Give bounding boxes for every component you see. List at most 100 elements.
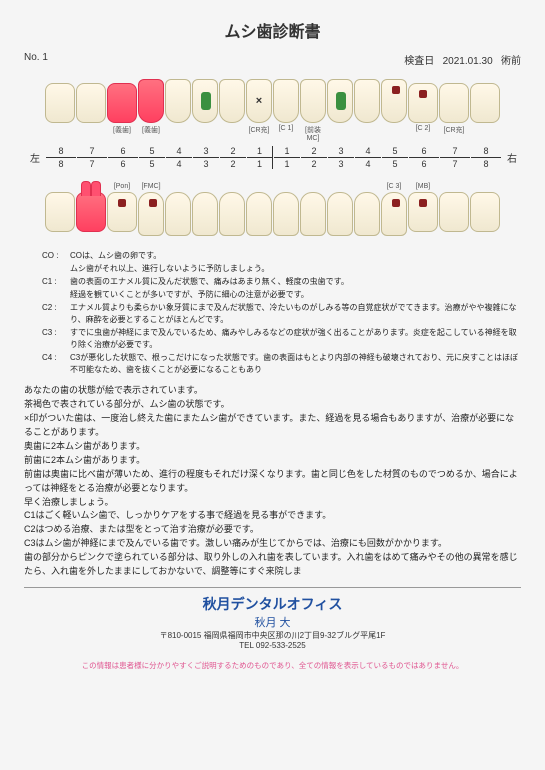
lower-tooth-5: [138, 192, 164, 236]
glossary-key: C1 :: [42, 276, 64, 288]
tooth-chart: × [義歯][義歯][CR充][C 1][前装MC][C 2][CR充] 左 8…: [24, 75, 521, 240]
tooth-numbering: 左 8765432112345678 8765432112345678 右: [24, 146, 521, 169]
body-paragraph: 早く治療しましょう。: [24, 496, 521, 510]
upper-tooth-1: [273, 79, 299, 123]
tooth-annotation: [219, 125, 245, 142]
tooth-annotation: [381, 125, 407, 142]
tooth-annotation: [219, 183, 245, 190]
lower-tooth-8: [45, 192, 75, 232]
lower-tooth-4: [354, 192, 380, 236]
lower-tooth-3: [327, 192, 353, 236]
glossary-row: C4 :C3が悪化した状態で、根っこだけになった状態です。歯の表面はもとより内部…: [42, 352, 521, 376]
tooth-number: 1: [247, 146, 273, 158]
tooth-annotation: [義歯]: [138, 125, 164, 142]
tooth-number: 8: [471, 158, 501, 169]
glossary-text: ムシ歯がそれ以上、進行しないように予防しましょう。: [70, 263, 521, 275]
tooth-number: 2: [220, 158, 246, 169]
tooth-annotation: [246, 183, 272, 190]
lower-tooth-2: [300, 192, 326, 236]
tooth-annotation: [CR充]: [439, 125, 469, 142]
glossary-text: COは、ムシ歯の卵です。: [70, 250, 521, 262]
tooth-annotation: [192, 125, 218, 142]
tooth-number: 2: [301, 146, 327, 158]
tooth-annotation: [470, 183, 500, 190]
lower-teeth-row: [24, 192, 521, 240]
lower-numbers: 8765432112345678: [46, 158, 501, 169]
no-value: 1: [42, 52, 48, 63]
glossary-text: C3が悪化した状態で、根っこだけになった状態です。歯の表面はもとより内部の神経も…: [70, 352, 521, 376]
glossary-text: 経過を観ていくことが多いですが、予防に細心の注意が必要です。: [70, 289, 521, 301]
stage: 術前: [501, 56, 521, 67]
tooth-number: 4: [355, 146, 381, 158]
upper-tooth-4: [354, 79, 380, 123]
side-left: 左: [24, 150, 46, 165]
body-paragraph: 前歯は奥歯に比べ歯が薄いため、進行の程度もそれだけ深くなります。歯と同じ色をした…: [24, 468, 521, 496]
tooth-number: 1: [247, 158, 273, 169]
glossary-row: C1 : 歯の表面のエナメル質に及んだ状態で、痛みはあまり無く、軽度の虫歯です。: [42, 276, 521, 288]
tooth-annotation: [470, 125, 500, 142]
tooth-number: 5: [139, 158, 165, 169]
upper-tooth-5: [381, 79, 407, 123]
tooth-number: 7: [440, 146, 470, 158]
lower-tooth-3: [192, 192, 218, 236]
tooth-annotation: [354, 183, 380, 190]
glossary-key: [42, 289, 64, 301]
tooth-number: 3: [193, 146, 219, 158]
upper-tooth-6: [107, 83, 137, 123]
footer: 秋月デンタルオフィス 秋月 大 〒810-0015 福岡県福岡市中央区那の川2丁…: [24, 587, 521, 650]
date-label: 検査日: [404, 56, 434, 67]
date-value: 2021.01.30: [443, 56, 493, 67]
tooth-number: 2: [220, 146, 246, 158]
no-label: No.: [24, 52, 40, 63]
body-paragraph: あなたの歯の状態が絵で表示されています。: [24, 384, 521, 398]
upper-tooth-1: ×: [246, 79, 272, 123]
glossary-row: ムシ歯がそれ以上、進行しないように予防しましょう。: [42, 263, 521, 275]
side-right: 右: [501, 150, 523, 165]
upper-tooth-7: [76, 83, 106, 123]
upper-teeth-row: ×: [24, 75, 521, 123]
lower-tooth-7: [439, 192, 469, 232]
lower-tooth-6: [107, 192, 137, 232]
tooth-number: 7: [77, 158, 107, 169]
body-paragraph: C1はごく軽いムシ歯で、しっかりケアをする事で経過を見る事ができます。: [24, 509, 521, 523]
upper-tooth-6: [408, 83, 438, 123]
tooth-number: 1: [274, 146, 300, 158]
tooth-number: 2: [301, 158, 327, 169]
tooth-number: 6: [409, 158, 439, 169]
upper-tooth-3: [327, 79, 353, 123]
tooth-annotation: [439, 183, 469, 190]
lower-tooth-1: [246, 192, 272, 236]
tooth-number: 3: [328, 146, 354, 158]
tooth-number: 7: [440, 158, 470, 169]
tooth-annotation: [45, 183, 75, 190]
tooth-annotation: [192, 183, 218, 190]
tooth-number: 3: [193, 158, 219, 169]
tooth-annotation: [C 1]: [273, 125, 299, 142]
tooth-number: 4: [166, 158, 192, 169]
lower-tooth-2: [219, 192, 245, 236]
tooth-number: 8: [471, 146, 501, 158]
exam-date: 検査日 2021.01.30 術前: [404, 52, 521, 67]
upper-annotations: [義歯][義歯][CR充][C 1][前装MC][C 2][CR充]: [24, 125, 521, 142]
glossary: CO :COは、ムシ歯の卵です。ムシ歯がそれ以上、進行しないように予防しましょう…: [24, 250, 521, 376]
lower-tooth-5: [381, 192, 407, 236]
disclaimer: この情報は患者様に分かりやすくご説明するためのものであり、全ての情報を表示してい…: [24, 660, 521, 671]
glossary-row: C3 :すでに虫歯が神経にまで及んでいるため、痛みやしみるなどの症状が強く出るこ…: [42, 327, 521, 351]
glossary-key: C3 :: [42, 327, 64, 351]
tooth-annotation: [76, 125, 106, 142]
body-paragraph: 茶褐色で表されている部分が、ムシ歯の状態です。: [24, 398, 521, 412]
tooth-annotation: [300, 183, 326, 190]
body-paragraph: C3はムシ歯が神経にまで及んでいる歯です。激しい痛みが生じてからでは、治療にも回…: [24, 537, 521, 551]
upper-tooth-5: [138, 79, 164, 123]
glossary-text: 歯の表面のエナメル質に及んだ状態で、痛みはあまり無く、軽度の虫歯です。: [70, 276, 521, 288]
body-paragraph: C2はつめる治療、または型をとって治す治療が必要です。: [24, 523, 521, 537]
tooth-number: 8: [46, 146, 76, 158]
tooth-number: 3: [328, 158, 354, 169]
upper-tooth-3: [192, 79, 218, 123]
tooth-annotation: [MB]: [408, 183, 438, 190]
tooth-annotation: [327, 125, 353, 142]
tooth-annotation: [FMC]: [138, 183, 164, 190]
doc-title: ムシ歯診断書: [24, 18, 521, 42]
tooth-annotation: [273, 183, 299, 190]
doctor-name: 秋月 大: [24, 614, 521, 630]
